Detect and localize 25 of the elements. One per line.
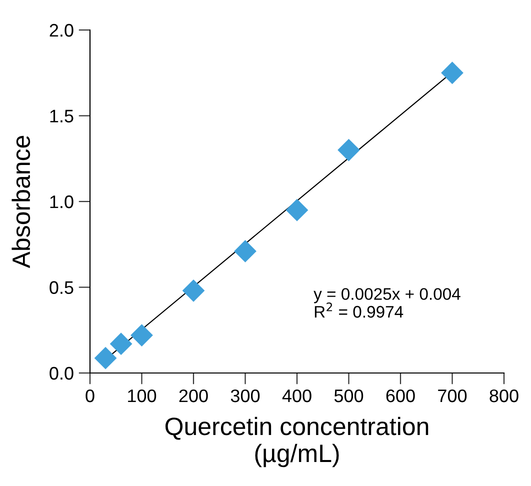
point — [441, 62, 464, 84]
y-tick-label: 0.0 — [50, 366, 74, 380]
x-tick-label: 600 — [386, 389, 415, 402]
x-axis-title: Quercetin concentration (µg/mL) — [165, 416, 428, 468]
x-tick-label: 300 — [230, 389, 260, 402]
point — [234, 240, 256, 262]
y-tick-label: 1.0 — [50, 195, 74, 208]
y-axis-title: Absorbance — [12, 136, 30, 268]
x-tick-label: 200 — [179, 389, 208, 402]
annotation: y = 0.0025x + 0.004 R$^{2}$ = 0.9974 — [314, 288, 460, 318]
point — [94, 346, 117, 370]
point — [286, 198, 308, 222]
point — [182, 279, 205, 302]
point — [130, 324, 153, 346]
x-tick-label: 800 — [490, 389, 518, 402]
y-tick-label: 2.0 — [50, 24, 74, 37]
y-tick-label: 1.5 — [50, 110, 74, 122]
point — [338, 138, 360, 162]
point — [110, 332, 132, 356]
x-tick-label: 700 — [438, 389, 467, 402]
x-tick-label: 100 — [128, 389, 156, 402]
x-tick-label: 400 — [282, 389, 312, 402]
x-tick-label: 0 — [86, 389, 94, 402]
x-tick-label: 500 — [334, 389, 364, 402]
y-tick-label: 0.5 — [50, 281, 74, 294]
